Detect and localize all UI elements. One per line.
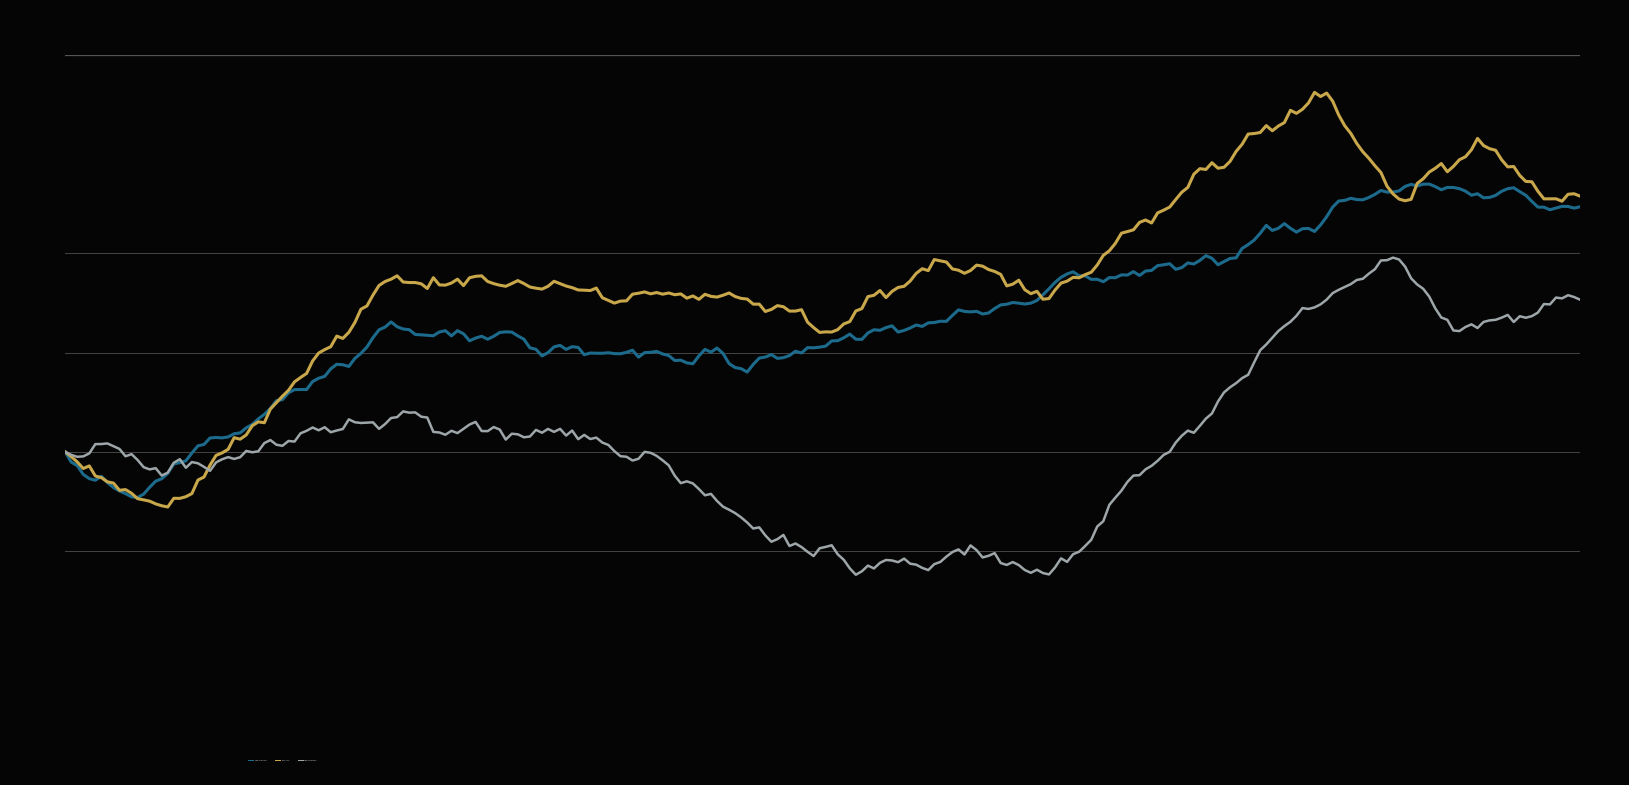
Legend: Small Producers, Gold Price, Small Developers: Small Producers, Gold Price, Small Devel… (248, 759, 318, 761)
